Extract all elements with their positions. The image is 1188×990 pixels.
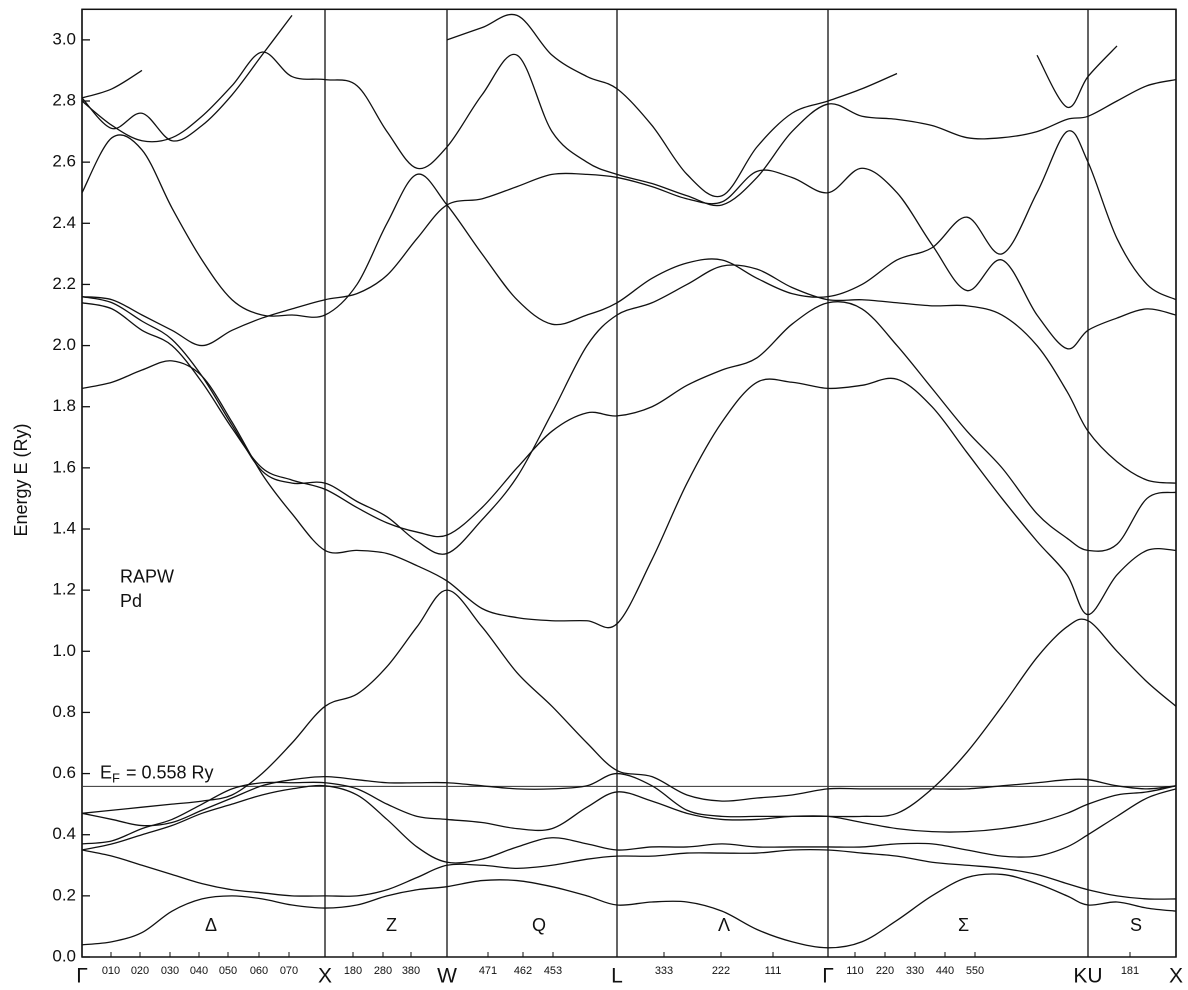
y-tick-label: 2.2: [52, 274, 76, 293]
y-tick-label: 0.4: [52, 824, 76, 843]
band: [82, 618, 1176, 827]
y-tick-label: 0.2: [52, 885, 76, 904]
x-minor-tick-label: 471: [479, 965, 497, 977]
x-minor-tick-label: 111: [765, 965, 782, 977]
annotation: Δ: [205, 915, 217, 935]
x-minor-tick-label: 040: [190, 965, 208, 977]
y-tick-label: 0.6: [52, 763, 76, 782]
x-minor-tick-label: 453: [544, 965, 562, 977]
y-tick-label: 2.4: [52, 213, 76, 232]
plot-frame: [81, 8, 1177, 958]
band: [82, 873, 1176, 949]
annotation: Z: [386, 915, 397, 935]
x-minor-tick-label: 462: [514, 965, 532, 977]
y-tick-label: 0.0: [52, 946, 76, 965]
y-tick-label: 1.6: [52, 457, 76, 476]
x-minor-tick-label: 020: [131, 965, 149, 977]
x-tick-label: Γ: [76, 965, 88, 988]
band: [82, 51, 1176, 207]
x-minor-tick-label: 280: [374, 965, 392, 977]
x-minor-tick-label: 181: [1121, 965, 1139, 977]
x-tick-label: L: [611, 965, 623, 988]
x-minor-tick-label: 330: [906, 965, 924, 977]
x-minor-tick-label: 222: [712, 965, 730, 977]
y-tick-label: 2.0: [52, 335, 76, 354]
x-tick-label: Γ: [822, 965, 834, 988]
band: [82, 848, 1176, 900]
x-tick-label: X: [1169, 965, 1183, 988]
annotation: RAPW: [120, 567, 174, 587]
band: [82, 301, 1176, 552]
x-minor-tick-label: 220: [876, 965, 894, 977]
annotation: Q: [532, 915, 546, 935]
y-tick-label: 2.8: [52, 90, 76, 109]
annotation: Pd: [120, 591, 142, 611]
y-tick-label: 3.0: [52, 29, 76, 48]
band: [82, 69, 143, 99]
x-minor-tick-label: 110: [846, 965, 864, 977]
y-tick-label: 0.8: [52, 702, 76, 721]
band: [82, 130, 1176, 326]
band: [82, 589, 1176, 814]
fermi-symbol: E: [100, 762, 112, 782]
y-tick-label: 1.8: [52, 396, 76, 415]
x-minor-tick-label: 010: [102, 965, 120, 977]
x-minor-tick-label: 440: [936, 965, 954, 977]
x-tick-label: KU: [1073, 965, 1102, 988]
annotation: S: [1130, 915, 1142, 935]
y-tick-label: 1.4: [52, 518, 76, 537]
x-minor-tick-label: 050: [219, 965, 237, 977]
fermi-text: = 0.558 Ry: [126, 762, 214, 782]
x-tick-label: X: [318, 965, 332, 988]
y-tick-label: 2.6: [52, 152, 76, 171]
band: [82, 264, 1176, 555]
x-minor-tick-label: 180: [344, 965, 362, 977]
y-tick-label: 1.0: [52, 641, 76, 660]
band: [82, 360, 1176, 629]
x-minor-tick-label: 030: [161, 965, 179, 977]
band: [82, 167, 1176, 350]
band: [82, 784, 1176, 864]
y-tick-label: 1.2: [52, 580, 76, 599]
fermi-label: EF = 0.558 Ry: [100, 762, 214, 786]
x-minor-tick-label: 060: [250, 965, 268, 977]
x-minor-tick-label: 070: [280, 965, 298, 977]
annotation: Σ: [958, 915, 969, 935]
band: [82, 781, 1176, 845]
x-minor-tick-label: 333: [655, 965, 673, 977]
band: [82, 13, 1118, 198]
y-axis-label: Energy E (Ry): [11, 423, 31, 536]
annotation: Λ: [718, 915, 730, 935]
fermi-subscript: F: [112, 771, 120, 786]
x-tick-label: W: [437, 965, 457, 988]
x-minor-tick-label: 550: [966, 965, 984, 977]
x-minor-tick-label: 380: [402, 965, 420, 977]
